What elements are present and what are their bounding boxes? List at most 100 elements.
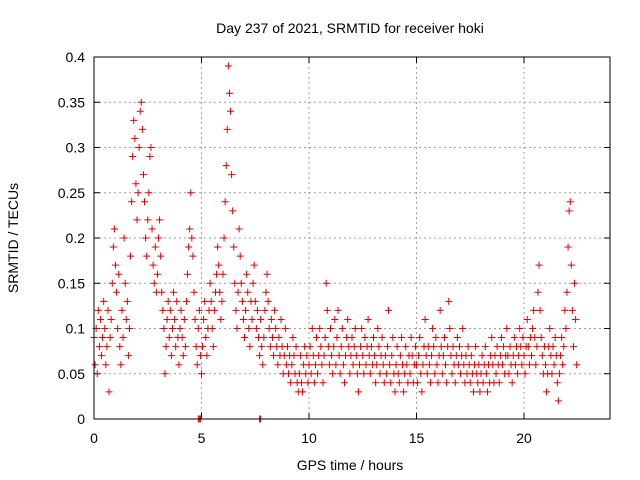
data-point bbox=[138, 125, 146, 133]
y-tick-label: 0.05 bbox=[58, 366, 85, 382]
data-point bbox=[440, 334, 448, 342]
data-point bbox=[128, 198, 136, 206]
data-point bbox=[530, 306, 538, 314]
data-point bbox=[469, 388, 477, 396]
data-point bbox=[432, 334, 440, 342]
data-point bbox=[495, 379, 503, 387]
data-point bbox=[104, 306, 112, 314]
data-point bbox=[525, 361, 533, 369]
data-point bbox=[383, 343, 391, 351]
data-point bbox=[249, 279, 257, 287]
data-point bbox=[321, 334, 329, 342]
data-point bbox=[285, 370, 293, 378]
data-point bbox=[348, 334, 356, 342]
data-point bbox=[136, 107, 144, 115]
data-point bbox=[332, 361, 340, 369]
data-point bbox=[395, 379, 403, 387]
plot-frame bbox=[93, 56, 611, 420]
data-point bbox=[311, 361, 319, 369]
data-point bbox=[418, 388, 426, 396]
data-point bbox=[521, 370, 529, 378]
data-point bbox=[436, 306, 444, 314]
data-point bbox=[402, 343, 410, 351]
data-point bbox=[467, 352, 475, 360]
data-point bbox=[185, 243, 193, 251]
data-point bbox=[330, 343, 338, 351]
data-point bbox=[328, 352, 336, 360]
data-point bbox=[428, 352, 436, 360]
data-point bbox=[366, 370, 374, 378]
data-point bbox=[145, 189, 153, 197]
data-point bbox=[274, 361, 282, 369]
data-point bbox=[466, 379, 474, 387]
data-point bbox=[456, 343, 463, 351]
data-point bbox=[177, 306, 185, 314]
data-point bbox=[536, 306, 544, 314]
data-point bbox=[459, 325, 467, 332]
data-point bbox=[108, 279, 116, 287]
data-point bbox=[147, 144, 155, 151]
data-point bbox=[217, 315, 225, 323]
chart-title: Day 237 of 2021, SRMTID for receiver hok… bbox=[216, 20, 484, 36]
data-point bbox=[567, 261, 575, 269]
data-point bbox=[175, 361, 183, 369]
data-point bbox=[531, 334, 539, 342]
data-point bbox=[481, 343, 489, 351]
data-point bbox=[380, 379, 388, 387]
data-point bbox=[171, 315, 179, 323]
data-point bbox=[457, 370, 465, 378]
data-point bbox=[198, 370, 205, 378]
data-point bbox=[378, 334, 386, 342]
x-tick-label: 0 bbox=[90, 430, 98, 446]
data-point bbox=[303, 352, 311, 360]
data-point bbox=[243, 270, 251, 278]
data-point bbox=[180, 315, 188, 323]
data-point bbox=[313, 334, 321, 342]
data-point bbox=[221, 198, 229, 206]
data-point bbox=[224, 62, 232, 70]
data-point bbox=[256, 352, 264, 360]
data-point bbox=[479, 379, 487, 387]
data-point bbox=[132, 180, 140, 188]
data-point bbox=[397, 334, 405, 342]
data-point bbox=[119, 334, 127, 342]
data-point bbox=[562, 325, 570, 332]
y-tick-label: 0 bbox=[77, 411, 85, 427]
data-point bbox=[379, 361, 387, 369]
data-point bbox=[519, 334, 527, 342]
data-point bbox=[476, 388, 484, 396]
data-point bbox=[95, 343, 103, 351]
data-point bbox=[425, 361, 433, 369]
data-point bbox=[352, 352, 360, 360]
data-point bbox=[557, 352, 565, 360]
data-point bbox=[571, 279, 579, 287]
data-point bbox=[529, 325, 537, 332]
data-point bbox=[361, 334, 369, 342]
y-tick-label: 0.15 bbox=[58, 275, 85, 291]
data-point bbox=[349, 361, 357, 369]
data-point bbox=[554, 397, 562, 405]
data-point bbox=[542, 361, 549, 369]
data-point bbox=[376, 370, 384, 378]
data-point bbox=[202, 334, 210, 342]
data-point bbox=[430, 343, 438, 351]
data-point bbox=[493, 343, 501, 351]
data-point bbox=[367, 343, 375, 351]
data-point bbox=[351, 325, 359, 332]
data-point bbox=[235, 225, 243, 233]
data-point bbox=[371, 352, 379, 360]
data-point bbox=[158, 288, 166, 296]
data-point bbox=[287, 379, 295, 387]
y-tick-label: 0.35 bbox=[58, 94, 85, 110]
data-point bbox=[99, 334, 107, 342]
data-point bbox=[130, 116, 138, 124]
data-point bbox=[216, 288, 224, 296]
data-point bbox=[236, 252, 244, 260]
data-point bbox=[322, 279, 330, 287]
data-point bbox=[478, 352, 486, 360]
data-point bbox=[555, 370, 563, 378]
data-point bbox=[563, 288, 571, 296]
data-point bbox=[419, 361, 427, 369]
data-point bbox=[564, 243, 572, 251]
